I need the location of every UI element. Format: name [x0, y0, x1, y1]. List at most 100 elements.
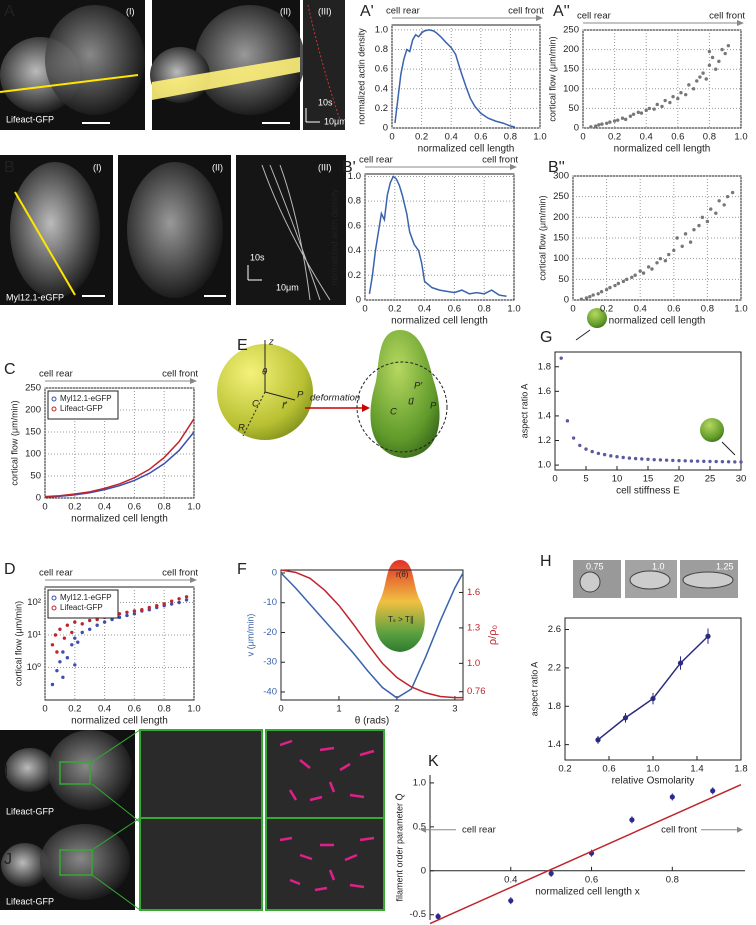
- data-point: [53, 633, 58, 637]
- data-point: [709, 207, 713, 211]
- data-point: [600, 122, 604, 126]
- data-point: [722, 203, 726, 207]
- data-point: [652, 457, 656, 462]
- x-tick-label: 0: [42, 704, 47, 715]
- diagram-label: z: [268, 337, 274, 348]
- data-point: [671, 458, 675, 463]
- y-tick-label: -40: [263, 686, 277, 697]
- x-tick-label: 0.8: [158, 704, 171, 715]
- data-point: [95, 623, 99, 627]
- x-tick-label: 0: [42, 502, 47, 513]
- panel-label: J: [4, 851, 12, 868]
- data-point: [677, 660, 684, 666]
- y-tick-label: 200: [25, 405, 41, 416]
- data-point: [604, 287, 609, 292]
- x-tick-label: 0.8: [504, 132, 517, 143]
- data-point: [147, 605, 151, 610]
- y-tick-label: 10²: [27, 597, 41, 608]
- y2-tick-label: 1.3: [467, 622, 480, 633]
- data-point: [169, 602, 174, 606]
- diagram-label: P: [297, 390, 304, 401]
- x-tick-label: 0.4: [640, 132, 653, 143]
- y-tick-label: 50: [30, 471, 41, 482]
- data-point: [95, 617, 99, 622]
- x-tick-label: 0.4: [504, 874, 517, 885]
- y-tick-label: 1.0: [375, 24, 388, 35]
- data-point: [646, 265, 651, 269]
- y-tick-label: 2.6: [548, 624, 561, 635]
- y-axis-label: v (μm/min): [245, 614, 255, 657]
- legend-label: Lifeact-GFP: [60, 404, 103, 413]
- data-point: [80, 622, 84, 626]
- data-point: [70, 630, 74, 635]
- data-point: [655, 102, 659, 107]
- data-point: [125, 610, 129, 614]
- chart: 0 50 100 150 200 250 300 0 0.2 0.4 0.6 0.8 1.0 normal…: [537, 171, 747, 327]
- diagram-label: θ: [262, 367, 268, 378]
- x-axis-label: normalized cell length: [609, 316, 706, 327]
- image-label: (I): [93, 162, 102, 172]
- data-point: [717, 59, 721, 64]
- arrow-head: [190, 577, 197, 583]
- y-tick-label: 150: [553, 233, 569, 244]
- data-point: [644, 108, 648, 113]
- y-axis-label: aspect ratio A: [519, 384, 529, 439]
- x-tick-label: 10: [612, 474, 623, 485]
- x-tick-label: 1.0: [187, 502, 200, 513]
- y-tick-label: 0.6: [348, 220, 361, 231]
- data-point: [707, 63, 712, 67]
- chart: 1.4 1.8 2.2 2.6 0.2 0.6 1.0 1.4 1.8 relative Osmo…: [529, 617, 748, 787]
- y-tick-label: 100: [563, 83, 579, 94]
- data-point: [663, 98, 667, 103]
- data-point: [633, 456, 638, 461]
- data-point: [70, 643, 74, 647]
- x-tick-label: 0.4: [445, 132, 458, 143]
- diagram-label: C: [390, 407, 397, 418]
- panel-label: F: [237, 561, 247, 578]
- data-point: [177, 600, 181, 605]
- y-tick-label: 150: [563, 64, 579, 75]
- data-point: [646, 457, 650, 462]
- series-line: [429, 783, 742, 925]
- front-label: cell front: [709, 11, 745, 22]
- y-tick-label: 1.8: [548, 701, 561, 712]
- data-point: [705, 219, 710, 224]
- y-axis-label: cortical flow (μm/min): [13, 601, 23, 686]
- data-point: [508, 898, 514, 904]
- y-tick-label: 100: [553, 253, 569, 264]
- series-line: [394, 29, 516, 128]
- y-tick-label: 10¹: [27, 630, 41, 641]
- series-line: [280, 569, 463, 699]
- data-point: [117, 612, 122, 616]
- image-label: Lifeact-GFP: [6, 896, 54, 906]
- x-tick-label: 0.8: [703, 132, 716, 143]
- data-point: [184, 598, 189, 602]
- data-point: [73, 663, 77, 667]
- image-label: 10μm: [324, 116, 347, 126]
- data-point: [627, 456, 632, 460]
- data-point: [155, 603, 159, 608]
- data-point: [687, 83, 691, 87]
- chart: 0 0.2 0.4 0.6 0.8 1.0 0 0.2 0.4 0.6 0.8 1.0 normaliz…: [329, 155, 520, 327]
- front-label: cell front: [162, 568, 198, 579]
- x-tick-label: 1.0: [533, 132, 546, 143]
- y2-tick-label: 0.76: [467, 686, 486, 697]
- data-point: [110, 617, 114, 622]
- y-tick-label: 0.2: [348, 270, 361, 281]
- panel-label: K: [428, 753, 439, 770]
- y-tick-label: 250: [553, 191, 569, 202]
- data-point: [435, 913, 441, 920]
- y-axis-label: cortical flow (μm/min): [537, 195, 547, 280]
- data-point: [701, 71, 705, 75]
- data-point: [579, 297, 584, 301]
- x-tick-label: 2: [394, 704, 399, 715]
- y-tick-label: 10⁰: [27, 662, 42, 673]
- y-tick-label: 0: [574, 123, 579, 134]
- x-tick-label: 0.6: [474, 132, 487, 143]
- diagram: [217, 308, 736, 652]
- x-tick-label: 0.2: [600, 304, 613, 315]
- rear-label: cell rear: [462, 824, 496, 835]
- x-tick-label: 20: [674, 474, 685, 485]
- image-label: 10μm: [276, 282, 299, 292]
- panel-label: H: [540, 553, 552, 570]
